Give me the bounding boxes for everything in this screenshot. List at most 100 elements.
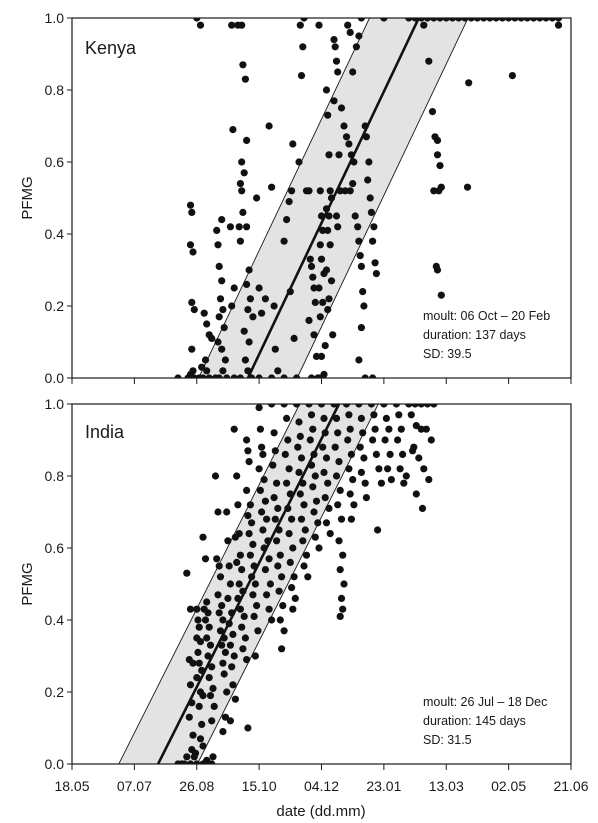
india-data-point [362,494,370,502]
india-panel-label: India [85,422,125,442]
india-data-point [283,414,291,422]
india-panel: 0.0 0.2 0.4 0.6 0.8 1.0 India moult: 26 Jul –… [19,396,572,772]
india-data-point [384,465,392,473]
india-data-point [265,605,273,613]
kenya-data-point [360,302,368,310]
kenya-data-point [289,140,297,148]
kenya-data-point [310,331,318,339]
india-data-point [250,562,258,570]
india-data-point [296,432,304,440]
kenya-data-point [346,28,354,36]
kenya-data-point [365,158,373,166]
india-data-point [304,573,312,581]
kenya-data-point [255,374,263,378]
india-data-point [209,753,217,761]
india-data-point [319,443,327,451]
kenya-data-point [236,180,244,188]
india-data-point [195,659,203,667]
kenya-data-point [280,374,288,378]
kenya-data-point [188,208,196,216]
india-data-point [411,404,419,408]
india-data-point [214,508,222,516]
india-data-point [218,602,226,610]
india-data-point [284,436,292,444]
kenya-data-point [372,270,380,278]
india-data-point [259,450,267,458]
india-data-point [229,630,237,639]
kenya-data-point [335,151,343,159]
kenya-data-point [316,313,324,321]
kenya-data-point [186,241,195,249]
india-data-point [280,404,288,408]
kenya-data-point [357,18,365,22]
india-data-point [405,404,413,408]
kenya-data-point [508,72,516,80]
kenya-data-point [230,374,238,378]
india-data-point [274,504,282,512]
india-data-point [230,652,238,660]
kenya-data-point [307,374,316,378]
kenya-data-point [244,306,252,314]
y-tick-label: 0.2 [45,298,65,314]
kenya-data-point [448,18,457,22]
india-data-point [209,684,217,693]
india-data-point [265,555,273,563]
india-data-point [395,411,403,419]
india-data-point [261,497,269,505]
india-data-point [311,533,319,541]
india-data-point [286,490,294,498]
india-data-point [243,486,251,494]
kenya-data-point [334,223,342,231]
india-data-point [300,562,308,570]
kenya-data-point [349,68,357,76]
kenya-data-point [239,208,247,216]
india-data-point [185,713,193,721]
india-data-point [294,443,302,451]
india-data-point [263,591,271,599]
x-tick-label: 26.08 [179,778,214,794]
x-tick-label: 07.07 [117,778,152,794]
india-data-point [195,623,203,631]
india-data-point [226,580,234,588]
india-data-point [300,501,308,509]
india-data-point [234,501,242,509]
india-data-point [193,605,201,613]
kenya-data-point [523,18,531,22]
kenya-data-point [288,187,296,195]
india-data-point [314,519,322,527]
kenya-x-ticks [71,378,572,384]
india-data-point [425,476,433,484]
india-data-point [412,490,420,498]
kenya-data-point [340,122,348,130]
kenya-data-point [357,262,365,270]
india-data-point [215,562,223,570]
india-data-point [427,436,435,444]
kenya-data-point [548,18,556,22]
kenya-data-point [370,223,378,231]
india-data-point [231,695,239,703]
kenya-data-point [316,187,324,195]
kenya-data-point [325,151,333,159]
kenya-data-point [203,320,211,328]
x-tick-label: 15.10 [242,778,277,794]
india-data-point [297,454,306,462]
india-data-point [229,681,237,689]
india-data-point [256,486,264,494]
kenya-data-point [228,302,236,310]
kenya-data-point [235,223,243,231]
india-data-point [281,450,289,458]
india-data-point [208,717,216,725]
india-data-point [273,479,281,487]
india-data-point [226,717,234,725]
kenya-data-point [253,194,261,202]
kenya-data-point [355,32,363,40]
kenya-data-point [327,277,336,285]
kenya-data-point [249,313,257,321]
india-data-point [195,702,203,711]
india-data-point [183,569,191,577]
india-data-point [270,494,278,502]
india-fit-line [156,404,341,764]
kenya-data-point [310,284,318,292]
india-data-point [357,468,365,476]
kenya-data-point [214,241,222,249]
